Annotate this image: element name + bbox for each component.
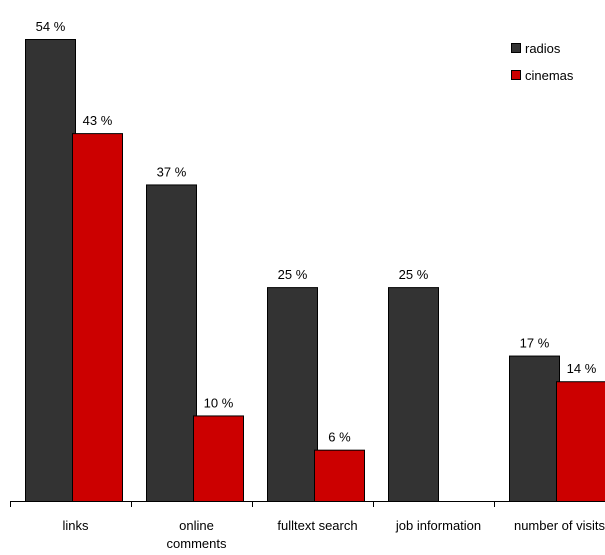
category-labels-group: links online comments fulltext search job in… (62, 518, 605, 551)
legend-label-cinemas: cinemas (525, 68, 574, 83)
bar-radios-number-of-visits (509, 355, 560, 502)
data-label-radios-fulltext-search: 25 % (278, 267, 308, 282)
bar-radios-fulltext-search (267, 287, 318, 502)
bar-radios-online-comments (146, 184, 197, 502)
bar-cinemas-online-comments (193, 415, 244, 503)
category-label-online-comments: online comments (167, 518, 227, 551)
bars-group (25, 39, 605, 503)
data-label-radios-links: 54 % (36, 19, 66, 34)
data-label-radios-number-of-visits: 17 % (520, 336, 550, 351)
data-label-cinemas-links: 43 % (83, 113, 113, 128)
x-ticks-group (10, 501, 495, 507)
category-label-number-of-visits: number of visits (514, 518, 605, 533)
category-label-job-information: job information (395, 518, 481, 533)
category-label-fulltext-search: fulltext search (277, 518, 357, 533)
category-label-links: links (62, 518, 89, 533)
legend-swatch-cinemas (511, 70, 521, 80)
category-label-line: online (179, 518, 214, 533)
data-label-radios-job-information: 25 % (399, 267, 429, 282)
category-label-line: comments (167, 536, 227, 551)
data-label-cinemas-number-of-visits: 14 % (567, 361, 597, 376)
data-label-cinemas-fulltext-search: 6 % (328, 430, 351, 445)
data-labels-group: 54 % 43 % 37 % 10 % 25 % 6 % 25 % 17 % 14 % (36, 19, 597, 445)
data-label-cinemas-online-comments: 10 % (204, 395, 234, 410)
data-label-radios-online-comments: 37 % (157, 164, 187, 179)
bar-radios-job-information (388, 287, 439, 502)
bar-cinemas-links (72, 133, 123, 502)
bar-cinemas-fulltext-search (314, 449, 365, 502)
bar-radios-links (25, 39, 76, 502)
legend: radios cinemas (511, 41, 574, 83)
bar-cinemas-number-of-visits (556, 381, 605, 503)
legend-label-radios: radios (525, 41, 561, 56)
legend-swatch-radios (511, 43, 521, 53)
